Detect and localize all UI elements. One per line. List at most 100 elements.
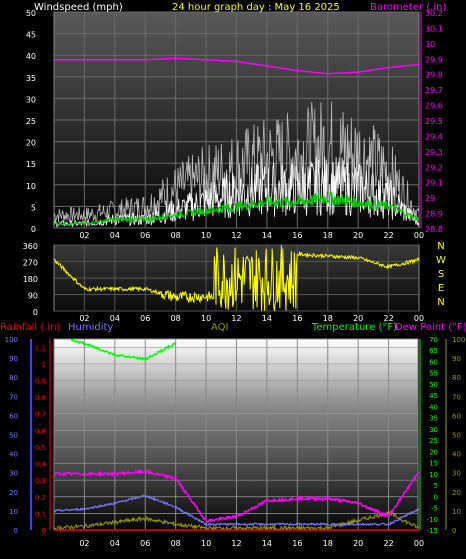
rain-tick-label: 0.4	[35, 461, 47, 469]
compass-label: N	[437, 241, 444, 252]
axes: 0510152025303540455028.828.92929.129.229…	[5, 9, 466, 548]
barometer-tick-label: 29	[425, 194, 435, 203]
aqi-tick-label: 60	[452, 412, 461, 420]
rain-tick-label: 0	[42, 527, 46, 535]
barometer-tick-label: 29.3	[425, 148, 443, 157]
aqi-tick-label: 50	[452, 432, 461, 440]
wind-x-tick-label: 20	[353, 231, 363, 240]
direction-x-tick-label: 02	[79, 314, 89, 323]
rain-tick-label: 0.2	[35, 494, 46, 502]
wind-x-tick-label: 08	[171, 231, 181, 240]
climate-x-tick-label: 10	[201, 539, 211, 548]
direction-x-tick-label: 22	[383, 314, 393, 323]
aqi-tick-label: 40	[452, 451, 461, 459]
windspeed-axis-title: Windspeed (mph)	[34, 2, 123, 13]
temp-tick-label: 30	[429, 426, 438, 434]
aqi-tick-label: 20	[452, 489, 461, 497]
barometer-tick-label: 30.1	[425, 24, 443, 33]
direction-x-tick-label: 04	[110, 314, 120, 323]
direction-tick-label: 90	[28, 292, 38, 301]
wind-x-tick-label: 22	[383, 231, 393, 240]
compass-label: S	[438, 269, 444, 280]
humidity-tick-label: 10	[9, 508, 18, 516]
temp-tick-label: 10	[429, 471, 438, 479]
temp-tick-label: 20	[429, 448, 438, 456]
wind-x-tick-label: 12	[231, 231, 241, 240]
climate-x-tick-label: 06	[140, 539, 150, 548]
aqi-tick-label: 80	[452, 374, 461, 382]
temp-tick-label: 65	[429, 347, 438, 355]
graph-title: 24 hour graph day : May 16 2025	[172, 2, 340, 13]
barometer-tick-label: 29.5	[425, 117, 443, 126]
dewpoint-series	[53, 468, 420, 524]
humidity-tick-label: 90	[9, 355, 18, 363]
temp-tick-label: -10	[427, 516, 438, 524]
aqi-tick-label: 0	[452, 527, 456, 535]
avg-wind-series	[53, 191, 420, 226]
wind-x-tick-label: 06	[140, 231, 150, 240]
barometer-tick-label: 29.7	[425, 86, 443, 95]
wind-x-tick-label: 04	[110, 231, 120, 240]
wind-x-tick-label: 18	[323, 231, 333, 240]
wind-tick-label: 35	[26, 74, 36, 83]
barometer-series	[54, 57, 420, 75]
temp-tick-label: 15	[429, 460, 438, 468]
humidity-axis-title: Humidity	[68, 322, 113, 333]
humidity-tick-label: 20	[9, 489, 18, 497]
aqi-tick-label: 10	[452, 508, 461, 516]
climate-x-tick-label: 18	[323, 539, 333, 548]
barometer-tick-label: 29.4	[425, 132, 443, 141]
temp-tick-label: 5	[434, 482, 438, 490]
wind-tick-label: 10	[26, 182, 36, 191]
rain-tick-label: 0.1	[35, 510, 46, 518]
temp-tick-label: 35	[429, 415, 438, 423]
barometer-tick-label: 29.8	[425, 71, 443, 80]
climate-x-tick-label: 14	[262, 539, 272, 548]
direction-tick-label: 180	[23, 275, 38, 284]
wind-tick-label: 15	[26, 160, 36, 169]
gust-series	[53, 101, 420, 223]
rain-tick-label: 1	[42, 361, 46, 369]
climate-x-tick-label: 04	[110, 539, 120, 548]
direction-tick-label: 0	[33, 308, 38, 317]
barometer-tick-label: 29.9	[425, 55, 443, 64]
humidity-tick-label: 100	[5, 336, 18, 344]
temperature-series	[70, 337, 176, 361]
temp-tick-label: 25	[429, 437, 438, 445]
direction-tick-label: 270	[23, 259, 38, 268]
wind-tick-label: 20	[26, 139, 36, 148]
direction-tick-label: 360	[23, 242, 38, 251]
data-series	[53, 57, 420, 532]
barometer-axis-title: Barometer (.in)	[370, 2, 446, 13]
direction-x-tick-label: 00	[414, 314, 424, 323]
rain-tick-label: 0.6	[35, 427, 47, 435]
climate-x-tick-label: 22	[383, 539, 393, 548]
humidity-tick-label: 70	[9, 393, 18, 401]
barometer-tick-label: 30.2	[425, 9, 443, 18]
temp-tick-label: 55	[429, 370, 438, 378]
compass-label: N	[437, 297, 444, 308]
aqi-tick-label: 70	[452, 393, 461, 401]
climate-x-tick-label: 16	[292, 539, 302, 548]
temperature-axis-title: Temperature (°F)	[311, 322, 397, 333]
humidity-tick-label: 0	[14, 527, 18, 535]
direction-series	[53, 245, 420, 311]
humidity-series	[53, 494, 420, 527]
climate-x-tick-label: 00	[414, 539, 424, 548]
direction-x-tick-label: 18	[323, 314, 333, 323]
wind-tick-label: 50	[26, 9, 36, 18]
humidity-tick-label: 60	[9, 412, 18, 420]
rain-tick-label: 0.3	[35, 477, 46, 485]
wind-x-tick-label: 10	[201, 231, 211, 240]
compass-label: E	[438, 283, 444, 294]
climate-x-tick-label: 12	[231, 539, 241, 548]
wind-tick-label: 45	[26, 31, 36, 40]
compass-label: W	[436, 255, 446, 266]
temp-tick-label: 45	[429, 392, 438, 400]
humidity-tick-label: 80	[9, 374, 18, 382]
humidity-tick-label: 30	[9, 470, 18, 478]
direction-x-tick-label: 16	[292, 314, 302, 323]
barometer-tick-label: 29.6	[425, 102, 443, 111]
barometer-tick-label: 28.9	[425, 210, 443, 219]
